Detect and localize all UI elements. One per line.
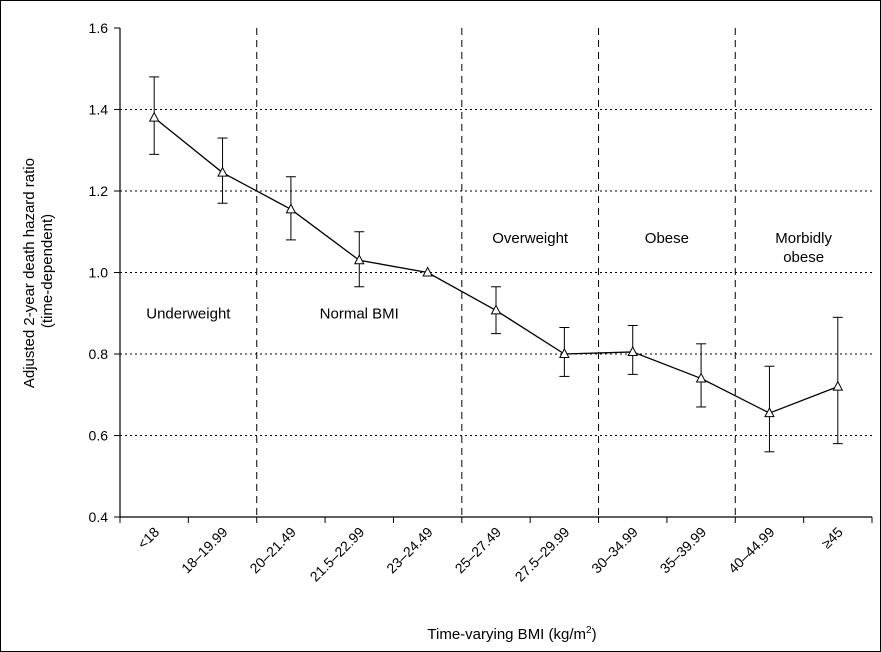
region-label-4: Morbidly obese (775, 230, 832, 266)
data-point-10 (832, 380, 844, 391)
y-tick-label-4: 1.2 (89, 183, 109, 199)
y-ticks: 0.4 0.6 0.8 1.0 1.2 1.4 1.6 (89, 20, 120, 525)
x-tick-label-2: 20–21.49 (246, 524, 299, 577)
x-axis-title-text: Time-varying BMI (kg/m (427, 626, 586, 643)
y-tick-label-3: 1.0 (89, 265, 109, 281)
x-ticks: <18 18–19.99 20–21.49 21.5–22.99 23–24.49 25–… (119, 517, 873, 585)
y-tick-label-1: 0.6 (89, 428, 109, 444)
data-point-6 (559, 347, 570, 358)
data-point-1 (217, 166, 228, 177)
data-point-9 (764, 407, 775, 418)
x-tick-label-3: 21.5–22.99 (307, 524, 368, 585)
region-labels: Underweight Normal BMI Overweight Obese Morb… (146, 230, 832, 322)
y-tick-label-5: 1.4 (89, 102, 109, 118)
region-label-3-line-0: Obese (645, 230, 689, 247)
gridlines (120, 109, 872, 436)
x-tick-label-6: 27.5–29.99 (512, 524, 573, 585)
x-tick-label-5: 25–27.49 (452, 524, 505, 577)
y-axis-title-line1: Adjusted 2-year death hazard ratio (21, 158, 38, 388)
region-dividers (256, 28, 736, 517)
x-tick-label-0: <18 (134, 524, 162, 552)
y-tick-label-2: 0.8 (89, 346, 109, 362)
y-axis-title-line2: (time-dependent) (39, 214, 56, 328)
x-tick-label-1: 18–19.99 (178, 524, 231, 577)
data-point-4 (422, 266, 433, 277)
x-axis-title: Time-varying BMI (kg/m2) (427, 625, 596, 643)
y-tick-label-6: 1.6 (89, 20, 109, 36)
region-label-4-line-0: Morbidly (775, 230, 832, 247)
region-label-0-line-0: Underweight (146, 305, 231, 322)
data-point-8 (695, 372, 707, 383)
x-axis-title-superscript: 2 (586, 625, 592, 636)
region-label-4-line-1: obese (783, 249, 824, 266)
data-point-7 (627, 345, 639, 356)
region-label-2-line-0: Overweight (492, 230, 569, 247)
region-label-0: Underweight (146, 305, 231, 322)
series-hazard-ratio (148, 76, 844, 453)
y-axis-title: Adjusted 2-year death hazard ratio (time… (21, 154, 56, 388)
region-label-2: Overweight (492, 230, 569, 247)
region-label-1-line-0: Normal BMI (320, 305, 399, 322)
region-label-1: Normal BMI (320, 305, 399, 322)
x-tick-label-8: 35–39.99 (657, 524, 710, 577)
x-tick-label-7: 30–34.99 (588, 524, 641, 577)
data-point-2 (285, 203, 297, 214)
x-tick-label-9: 40–44.99 (725, 524, 778, 577)
x-axis-title-close: ) (592, 626, 597, 643)
region-label-3: Obese (645, 230, 689, 247)
data-point-0 (148, 111, 160, 122)
data-point-5 (490, 304, 502, 315)
x-tick-label-10: ≥45 (818, 524, 846, 552)
x-tick-label-4: 23–24.49 (383, 524, 436, 577)
y-tick-label-0: 0.4 (89, 509, 109, 525)
data-point-3 (353, 254, 365, 265)
